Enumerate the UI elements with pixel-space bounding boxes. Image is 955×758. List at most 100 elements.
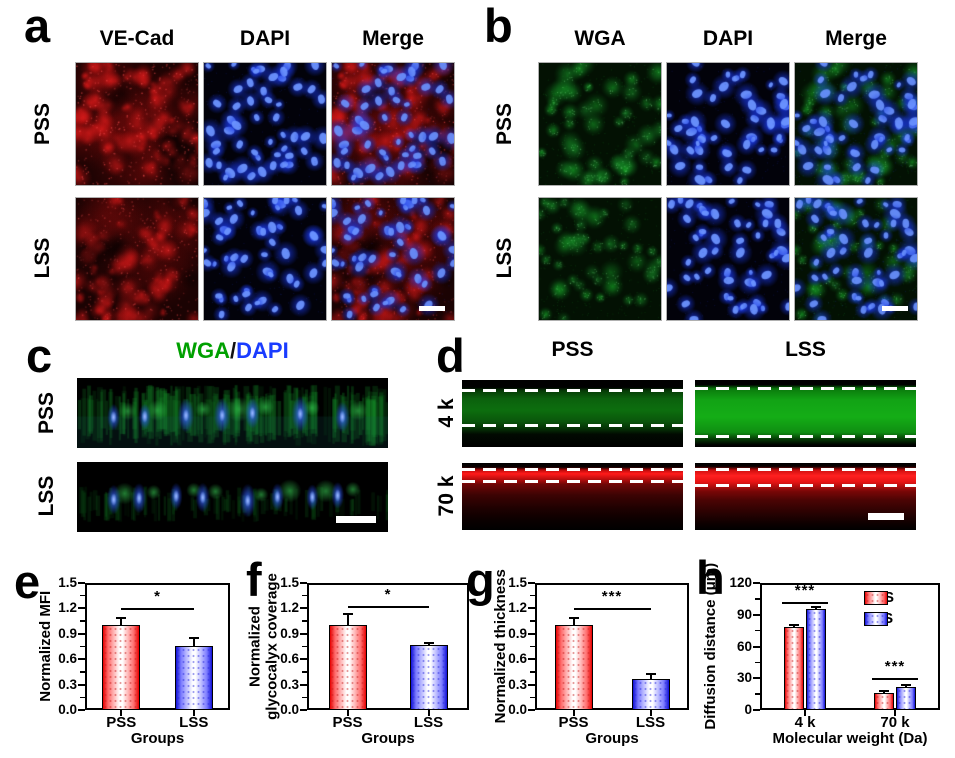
y-minor-tick	[755, 629, 760, 632]
scale-bar	[882, 306, 908, 311]
micrograph-b-lss-merge	[794, 197, 918, 321]
micrograph-c-lss-side-view	[77, 462, 388, 532]
panel-a-col-header-dapi: DAPI	[239, 27, 291, 50]
significance-line	[872, 678, 918, 681]
bar-pss	[874, 693, 894, 710]
panel-c-title-wga: WGA	[176, 338, 231, 363]
legend-item: LSS	[864, 610, 893, 627]
y-tick	[300, 582, 307, 584]
axis-label-y: Normalized MFI	[36, 590, 54, 702]
y-tick	[78, 582, 85, 584]
y-tick	[528, 683, 535, 686]
significance-line	[347, 605, 429, 608]
error-bar-cap	[811, 606, 821, 609]
axis-label-y: Diffusion distance (μm)	[701, 562, 719, 730]
bar-pss	[102, 625, 141, 710]
y-tick-label: 1.2	[58, 600, 77, 616]
significance-label: ***	[884, 658, 906, 676]
y-tick-label: 0.9	[280, 625, 299, 641]
bar-lss	[896, 686, 916, 710]
y-tick-label: 0.9	[508, 625, 527, 641]
panel-f-letter: f	[246, 553, 262, 606]
panel-a-col-header-merge: Merge	[362, 27, 424, 50]
y-tick-label: 0.0	[280, 702, 299, 717]
legend-swatch-lss	[864, 611, 888, 626]
bar-lss	[631, 678, 670, 710]
x-tick-label: PSS	[558, 714, 589, 731]
panel-b-col-header-merge: Merge	[825, 27, 887, 50]
y-tick-label: 120	[729, 575, 752, 590]
micrograph-b-lss-wga	[538, 197, 662, 321]
micrograph-b-pss-wga	[538, 62, 662, 186]
y-tick-label: 90	[736, 606, 752, 622]
panel-b-letter: b	[484, 0, 513, 52]
error-bar-cap	[423, 642, 434, 645]
channel-image-70k-lss	[695, 463, 916, 530]
panel-c-row-label-lss: LSS	[35, 475, 58, 517]
significance-label: *	[384, 585, 392, 603]
fluorescence-gradient	[462, 463, 683, 530]
y-tick-label: 0.9	[58, 625, 77, 641]
bar-lss	[409, 644, 448, 710]
y-tick	[78, 683, 85, 686]
y-tick-label: 1.2	[280, 600, 299, 616]
bar-lss	[806, 609, 826, 710]
y-minor-tick	[80, 671, 85, 673]
y-tick-label: 0.3	[508, 676, 527, 692]
y-tick	[753, 645, 760, 648]
y-minor-tick	[530, 620, 535, 622]
y-tick-label: 1.5	[508, 575, 527, 590]
panel-c-title-slash: /	[230, 338, 237, 363]
y-minor-tick	[302, 671, 307, 673]
y-minor-tick	[302, 696, 307, 699]
x-tick	[649, 710, 652, 716]
x-tick-label: PSS	[106, 714, 137, 731]
y-tick	[78, 709, 85, 711]
x-tick	[427, 710, 430, 716]
y-tick-label: 60	[736, 638, 752, 654]
error-bar	[649, 674, 652, 679]
error-bar	[346, 614, 349, 626]
error-bar	[793, 625, 795, 628]
y-tick	[300, 683, 307, 686]
scale-bar	[419, 306, 445, 311]
error-bar-cap	[188, 637, 199, 640]
micrograph-a-pss-ve-cad	[75, 62, 199, 186]
panel-d-letter: d	[436, 329, 465, 382]
y-tick	[753, 709, 760, 711]
y-tick-label: 0.3	[58, 676, 77, 692]
panel-c-letter: c	[26, 329, 53, 382]
y-tick-label: 1.2	[508, 600, 527, 616]
scale-bar	[868, 513, 904, 520]
y-minor-tick	[80, 645, 85, 648]
error-bar-cap	[879, 689, 889, 692]
y-tick	[300, 607, 307, 610]
legend-item: PSS	[864, 589, 894, 606]
y-tick	[78, 658, 85, 661]
channel-boundary-line	[695, 467, 916, 471]
x-tick-label: PSS	[332, 714, 363, 731]
panel-e-letter: e	[14, 555, 41, 608]
panel-b-col-header-dapi: DAPI	[702, 27, 754, 50]
error-bar	[883, 690, 885, 694]
channel-boundary-line	[695, 483, 916, 487]
y-minor-tick	[755, 693, 760, 695]
y-tick	[300, 632, 307, 635]
axis-label-x: Groups	[130, 730, 185, 747]
y-tick	[300, 709, 307, 711]
axis-label-x: Molecular weight (Da)	[772, 730, 928, 747]
panel-b-row-label-lss: LSS	[493, 237, 516, 279]
panel-d-row-label-70k: 70 k	[435, 475, 458, 517]
y-tick-label: 0.6	[508, 651, 527, 667]
y-tick	[300, 658, 307, 661]
y-minor-tick	[530, 645, 535, 648]
panel-b-row-label-pss: PSS	[493, 102, 516, 146]
axis-label-x: Groups	[361, 730, 415, 747]
x-tick-label: 4 k	[794, 714, 816, 731]
error-bar-cap	[901, 683, 911, 686]
micrograph-a-lss-merge	[331, 197, 455, 321]
x-tick	[894, 710, 896, 716]
panel-g-letter: g	[466, 553, 495, 606]
axis-label-x: Groups	[585, 730, 639, 747]
